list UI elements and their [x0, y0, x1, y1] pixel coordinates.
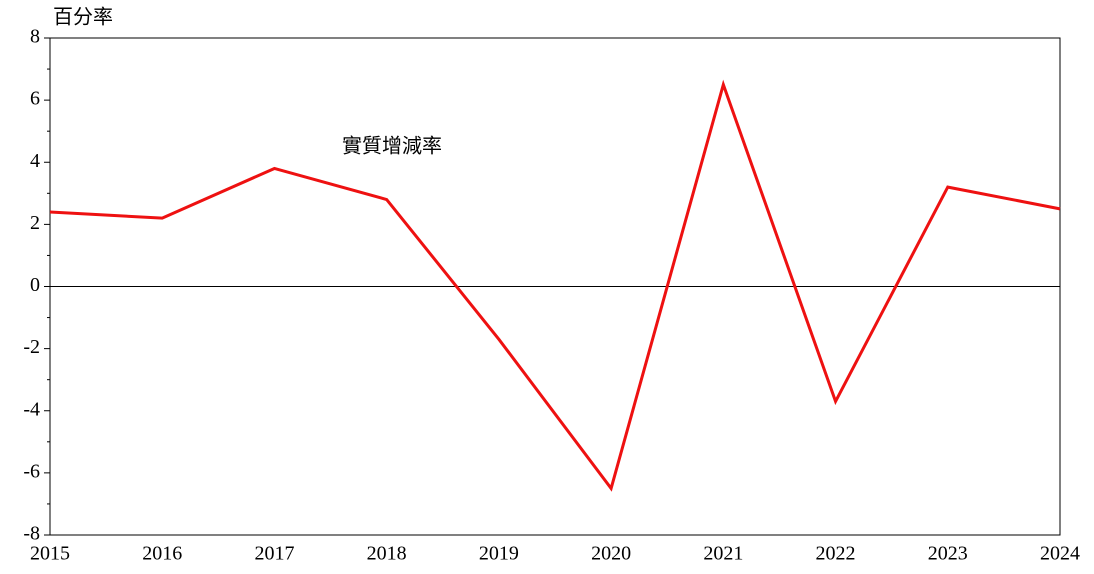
y-tick-label: 6 [30, 88, 40, 110]
x-tick-label: 2022 [816, 543, 856, 565]
x-tick-label: 2024 [1040, 543, 1080, 565]
x-tick-label: 2018 [367, 543, 407, 565]
x-tick-label: 2023 [928, 543, 968, 565]
y-tick-label: 8 [30, 26, 40, 48]
y-tick-label: -8 [23, 523, 40, 545]
y-axis-label: 百分率 [53, 6, 113, 29]
series-line [49, 79, 1061, 492]
y-tick-label: -2 [23, 336, 40, 358]
x-tick-label: 2019 [479, 543, 519, 565]
x-tick-label: 2017 [254, 543, 294, 565]
x-tick-label: 2016 [142, 543, 182, 565]
y-tick-label: -4 [23, 398, 40, 420]
y-tick-label: -6 [23, 460, 40, 482]
y-tick-label: 2 [30, 212, 40, 234]
x-tick-label: 2020 [591, 543, 631, 565]
y-tick-label: 4 [30, 150, 40, 172]
x-tick-label: 2015 [30, 543, 70, 565]
series-label: 實質增減率 [342, 135, 442, 158]
x-tick-label: 2021 [703, 543, 743, 565]
y-tick-label: 0 [30, 274, 40, 296]
